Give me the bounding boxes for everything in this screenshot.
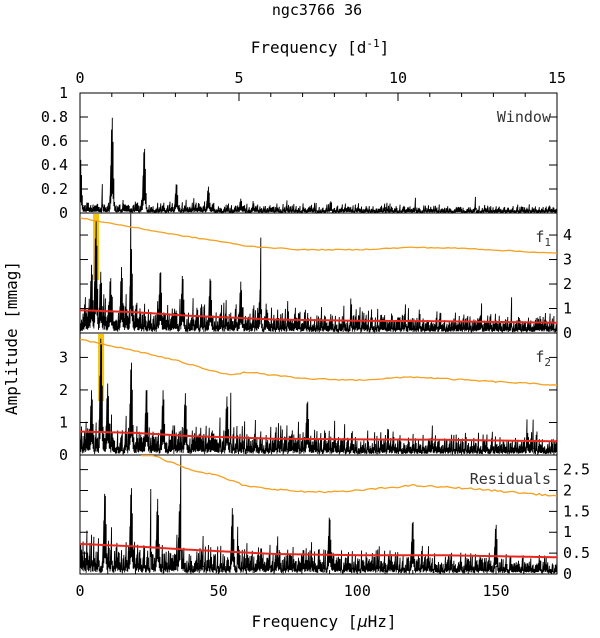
residuals-ytick-label-3: 1.5 <box>563 502 590 520</box>
f2-ytick-label-1: 1 <box>59 413 68 431</box>
residuals-ytick-label-5: 2.5 <box>563 461 590 479</box>
window-ytick-label-1: 0.2 <box>41 180 68 198</box>
f2-ytick-label-0: 0 <box>59 446 68 464</box>
f2-ytick-label-2: 2 <box>59 381 68 399</box>
top-x-tick-label-5: 5 <box>234 69 243 87</box>
residuals-frame <box>79 454 558 575</box>
bottom-x-tick-label-100: 100 <box>344 582 371 600</box>
f2-label: f2 <box>535 348 551 369</box>
f1-ytick-label-0: 0 <box>563 324 572 342</box>
f1-label: f1 <box>535 228 551 249</box>
top-x-axis: 0 5 10 15 <box>75 69 566 101</box>
residuals-spectrum-line <box>79 455 558 574</box>
residuals-ytick-label-1: 0.5 <box>563 544 590 562</box>
bottom-x-tick-label-0: 0 <box>75 582 84 600</box>
f1-ytick-label-1: 1 <box>563 300 572 318</box>
residuals-noise-curve <box>79 542 558 559</box>
chart-title: ngc3766 36 <box>272 1 362 19</box>
residuals-panel: 0 0.5 1 1.5 2 2.5 Residuals <box>79 454 590 583</box>
f1-spectrum-line <box>79 213 558 333</box>
f2-frame <box>79 332 558 456</box>
f1-ytick-label-4: 4 <box>563 226 572 244</box>
f1-panel: 0 1 2 3 4 f1 <box>79 212 572 342</box>
residuals-ytick-label-2: 1 <box>563 523 572 541</box>
f2-panel: 0 1 2 3 f2 <box>59 332 558 464</box>
f1-ytick-label-3: 3 <box>563 251 572 269</box>
window-ytick-label-3: 0.6 <box>41 132 68 150</box>
f1-noise-curve <box>79 309 558 324</box>
window-ytick-label-2: 0.4 <box>41 156 68 174</box>
residuals-threshold-curve <box>141 454 558 497</box>
window-panel: 0 0.2 0.4 0.6 0.8 1 Window <box>41 84 558 222</box>
residuals-label: Residuals <box>470 470 551 488</box>
f1-ytick-label-2: 2 <box>563 275 572 293</box>
window-ytick-label-5: 1 <box>59 84 68 102</box>
top-x-tick-label-10: 10 <box>389 69 407 87</box>
window-frame <box>79 92 558 214</box>
f1-threshold-curve <box>79 216 558 254</box>
f2-noise-curve <box>79 430 558 443</box>
window-spectrum-line <box>79 97 558 215</box>
bottom-x-axis-title: Frequency [μHz] <box>251 612 396 631</box>
top-x-axis-title: Frequency [d-1] <box>251 37 389 57</box>
y-axis-title: Amplitude [mmag] <box>2 261 21 415</box>
f2-ytick-label-3: 3 <box>59 348 68 366</box>
f2-spectrum-line <box>79 338 558 455</box>
residuals-ytick-label-4: 2 <box>563 481 572 499</box>
bottom-x-tick-label-50: 50 <box>210 582 228 600</box>
top-x-tick-label-15: 15 <box>548 69 566 87</box>
window-ytick-label-4: 0.8 <box>41 108 68 126</box>
top-x-tick-label-0: 0 <box>75 69 84 87</box>
window-ytick-label-0: 0 <box>59 204 68 222</box>
window-label: Window <box>497 108 552 126</box>
f2-threshold-curve <box>79 338 558 386</box>
bottom-x-tick-label-150: 150 <box>482 582 509 600</box>
residuals-ytick-label-0: 0 <box>563 565 572 583</box>
